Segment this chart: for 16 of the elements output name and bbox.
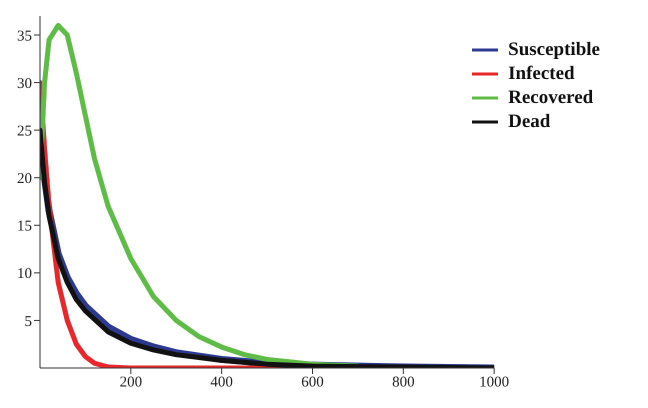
- x-tick-label: 200: [120, 374, 142, 391]
- x-tick-label: 400: [210, 374, 233, 391]
- x-tick-label: 1000: [479, 374, 510, 391]
- legend-label: Infected: [508, 62, 575, 86]
- y-tick-label: 35: [17, 28, 32, 44]
- x-tick-label: 600: [301, 374, 324, 391]
- legend-label: Susceptible: [508, 38, 600, 62]
- y-tick-label: 10: [17, 266, 32, 282]
- y-tick-label: 15: [17, 218, 32, 235]
- y-tick-label: 5: [24, 314, 32, 330]
- legend-label: Dead: [508, 110, 550, 134]
- y-tick-label: 30: [17, 76, 32, 92]
- x-tick-label: 800: [392, 374, 415, 391]
- y-tick-label: 20: [17, 171, 32, 188]
- legend-label: Recovered: [508, 86, 594, 110]
- y-tick-label: 25: [17, 123, 32, 140]
